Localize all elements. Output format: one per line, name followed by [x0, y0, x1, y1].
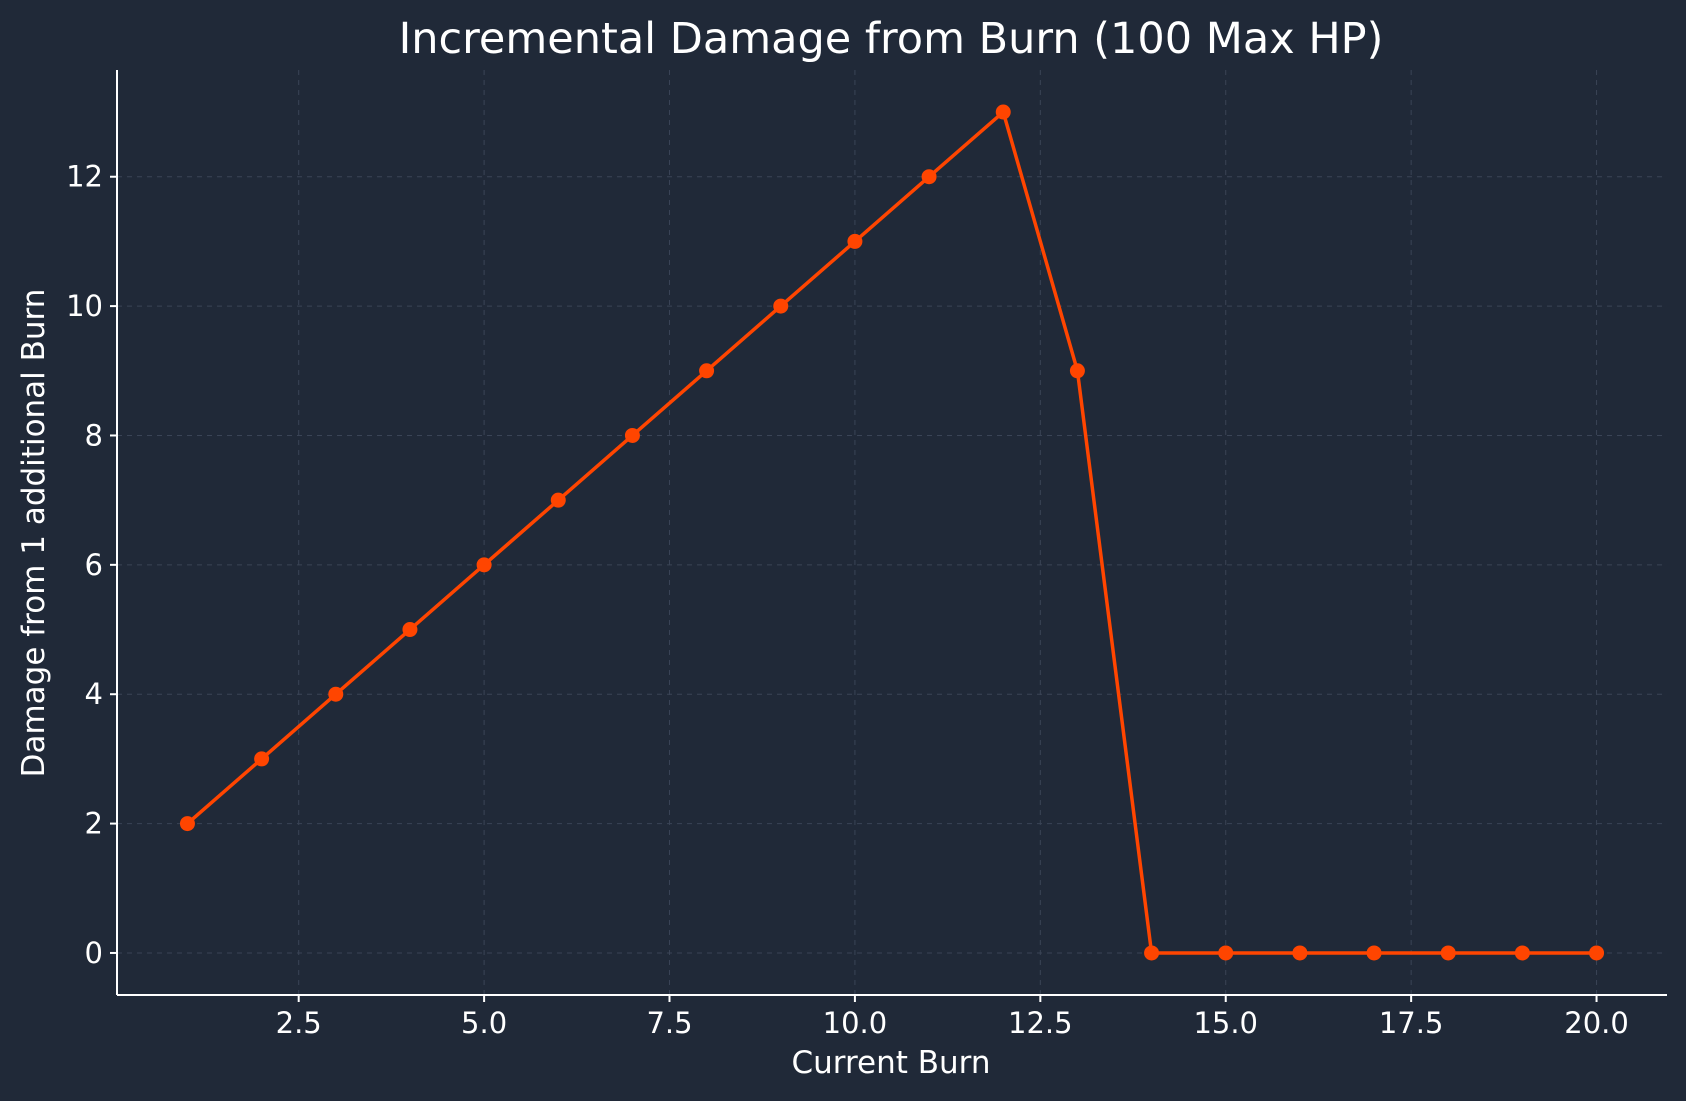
data-point: [699, 363, 715, 379]
data-point: [1292, 945, 1308, 961]
data-point: [1218, 945, 1234, 961]
series: [179, 104, 1605, 961]
y-axis-label: Damage from 1 additional Burn: [16, 289, 52, 778]
x-tick-label: 15.0: [1193, 1006, 1258, 1040]
y-tick-label: 10: [66, 289, 103, 323]
x-tick-label: 12.5: [1008, 1006, 1073, 1040]
x-tick-label: 7.5: [646, 1006, 692, 1040]
data-point: [847, 233, 863, 249]
data-point: [402, 622, 418, 638]
y-tick-label: 0: [85, 936, 103, 970]
data-point: [1366, 945, 1382, 961]
axes: [116, 70, 1667, 996]
y-tick-label: 6: [85, 548, 103, 582]
data-point: [921, 169, 937, 185]
y-tick-label: 12: [66, 160, 103, 194]
y-tick-label: 8: [85, 418, 103, 452]
data-point: [328, 686, 344, 702]
x-tick-label: 5.0: [461, 1006, 507, 1040]
series-line: [185, 110, 1599, 955]
data-point: [1589, 945, 1605, 961]
data-point: [254, 751, 270, 767]
data-point: [1069, 363, 1085, 379]
data-point: [624, 427, 640, 443]
x-tick-label: 17.5: [1379, 1006, 1444, 1040]
x-tick-label: 10.0: [823, 1006, 888, 1040]
y-tick-label: 2: [85, 807, 103, 841]
data-point: [1514, 945, 1530, 961]
data-point: [1144, 945, 1160, 961]
data-point: [550, 492, 566, 508]
data-point: [995, 104, 1011, 120]
x-axis-label: Current Burn: [791, 1045, 990, 1081]
x-tick-label: 20.0: [1564, 1006, 1629, 1040]
ticks: 2.5 5.0 7.5 10.0 12.5 15.0 17.5 20.0 0 2 4 6 8 10 12: [66, 160, 1629, 1040]
x-tick-label: 2.5: [276, 1006, 322, 1040]
data-point: [476, 557, 492, 573]
data-point: [179, 816, 195, 832]
data-point: [1440, 945, 1456, 961]
chart-title: Incremental Damage from Burn (100 Max HP…: [399, 14, 1384, 64]
y-tick-label: 4: [85, 677, 103, 711]
data-point: [773, 298, 789, 314]
